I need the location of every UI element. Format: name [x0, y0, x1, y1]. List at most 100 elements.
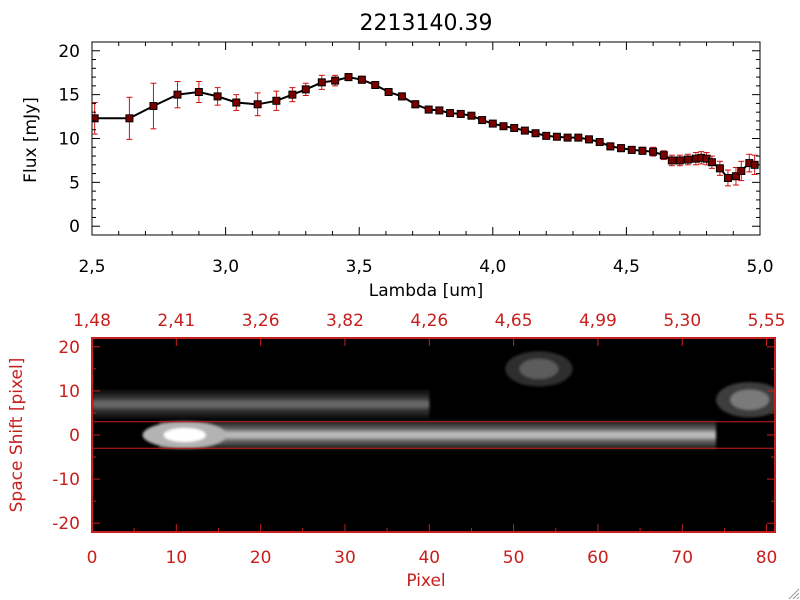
y-tick-label: -10	[52, 470, 80, 490]
top-tick-label: 4,26	[410, 311, 448, 331]
y-tick-label: 5	[69, 173, 80, 193]
x-tick-label: 60	[587, 548, 609, 568]
data-point	[574, 133, 583, 142]
extraction-window-lines	[92, 421, 775, 449]
data-point	[456, 109, 465, 118]
x-tick-label: 3,0	[212, 257, 239, 277]
data-point	[649, 147, 658, 156]
y-axis-label: Flux [mJy]	[21, 97, 41, 183]
spectral-trace	[92, 390, 430, 419]
data-point	[667, 156, 676, 165]
x-tick-label: 4,5	[613, 257, 640, 277]
data-point	[552, 132, 561, 141]
chart-title: 2213140.39	[360, 11, 493, 36]
y-tick-label: -20	[52, 514, 80, 534]
data-point	[357, 75, 366, 84]
data-point	[520, 126, 529, 135]
data-point	[723, 173, 732, 182]
data-point	[606, 142, 615, 151]
data-point	[149, 102, 158, 111]
spectrum-plot-area	[92, 73, 759, 187]
data-point	[397, 92, 406, 101]
data-point	[371, 80, 380, 89]
image-y-ticks: -20 -10 0 10 20	[52, 338, 775, 534]
y-tick-label: 10	[58, 130, 80, 150]
image-x-ticks: 0 10 20 30 40 50 60 70 80	[87, 524, 778, 568]
data-point	[683, 155, 692, 164]
y-tick-label: 10	[58, 382, 80, 402]
y-tick-label: 0	[69, 426, 80, 446]
data-point	[173, 90, 182, 99]
data-point	[301, 85, 310, 94]
data-point	[272, 96, 281, 105]
data-point	[617, 144, 626, 153]
data-point	[92, 114, 99, 123]
data-point	[510, 123, 519, 132]
x-tick-label: 50	[503, 548, 525, 568]
data-point	[488, 119, 497, 128]
spectrum-x-ticks: 2,5 3,0 3,5 4,0 4,5 5,0	[78, 42, 774, 277]
x-tick-label: 80	[756, 548, 778, 568]
data-point	[638, 146, 647, 155]
data-point	[194, 88, 203, 97]
x-tick-label: 5,0	[746, 257, 773, 277]
source-blob	[715, 382, 775, 418]
top-tick-label: 3,82	[326, 311, 364, 331]
data-point	[411, 100, 420, 109]
top-tick-label: 3,26	[242, 311, 280, 331]
data-point	[627, 145, 636, 154]
image-x-axis-label: Pixel	[406, 571, 445, 591]
data-point	[331, 76, 340, 85]
top-tick-label: 4,65	[495, 311, 533, 331]
x-tick-label: 2,5	[78, 257, 105, 277]
x-tick-label: 20	[250, 548, 272, 568]
window-resize-grip-icon[interactable]	[786, 586, 800, 600]
spectrum-y-ticks: 0 5 10 15 20	[58, 42, 760, 237]
data-point	[584, 135, 593, 144]
data-point	[446, 109, 455, 118]
x-tick-label: 0	[87, 548, 98, 568]
spectrum-image-panel: 0 10 20 30 40 50 60 70 80 -20 -10 0 10 20 1,48 2,41 3,…	[7, 311, 785, 591]
data-point	[435, 106, 444, 115]
data-point	[563, 133, 572, 142]
data-point	[344, 73, 353, 82]
top-tick-label: 4,99	[579, 311, 617, 331]
spectrum-line	[94, 76, 756, 180]
x-tick-label: 10	[166, 548, 188, 568]
data-point	[125, 114, 134, 123]
x-axis-label: Lambda [um]	[369, 281, 483, 301]
x-tick-label: 4,0	[479, 257, 506, 277]
source-blob	[505, 351, 573, 387]
x-tick-label: 40	[418, 548, 440, 568]
top-tick-label: 5,30	[663, 311, 701, 331]
top-tick-label: 1,48	[73, 311, 111, 331]
errorbar-layer	[92, 73, 758, 187]
data-point	[213, 92, 222, 101]
data-point	[478, 116, 487, 125]
y-tick-label: 20	[58, 338, 80, 358]
top-tick-label: 5,55	[748, 311, 786, 331]
data-point	[737, 166, 746, 175]
data-point	[424, 105, 433, 114]
spectrum-axes-frame	[91, 41, 761, 236]
data-point	[253, 100, 262, 109]
data-point	[531, 129, 540, 138]
data-point	[707, 158, 716, 167]
y-tick-label: 15	[58, 86, 80, 106]
x-tick-label: 3,5	[346, 257, 373, 277]
data-point	[715, 164, 724, 173]
data-point	[675, 156, 684, 165]
data-point	[384, 88, 393, 97]
data-point	[288, 90, 297, 99]
data-point	[232, 98, 241, 107]
image-y-axis-label: Space Shift [pixel]	[7, 358, 27, 513]
y-tick-label: 20	[58, 42, 80, 62]
image-top-wavelength-ticks: 1,48 2,41 3,26 3,82 4,26 4,65 4,99 5,30 5,55	[73, 311, 785, 346]
data-point	[499, 122, 508, 131]
top-tick-label: 2,41	[157, 311, 195, 331]
marker-layer	[92, 73, 759, 182]
spectrum-panel: 2213140.39 2,5 3,0 3,5 4,0 4,5 5,0 0 5 10 15 20 L…	[21, 11, 774, 301]
x-tick-label: 70	[671, 548, 693, 568]
y-tick-label: 0	[69, 217, 80, 237]
